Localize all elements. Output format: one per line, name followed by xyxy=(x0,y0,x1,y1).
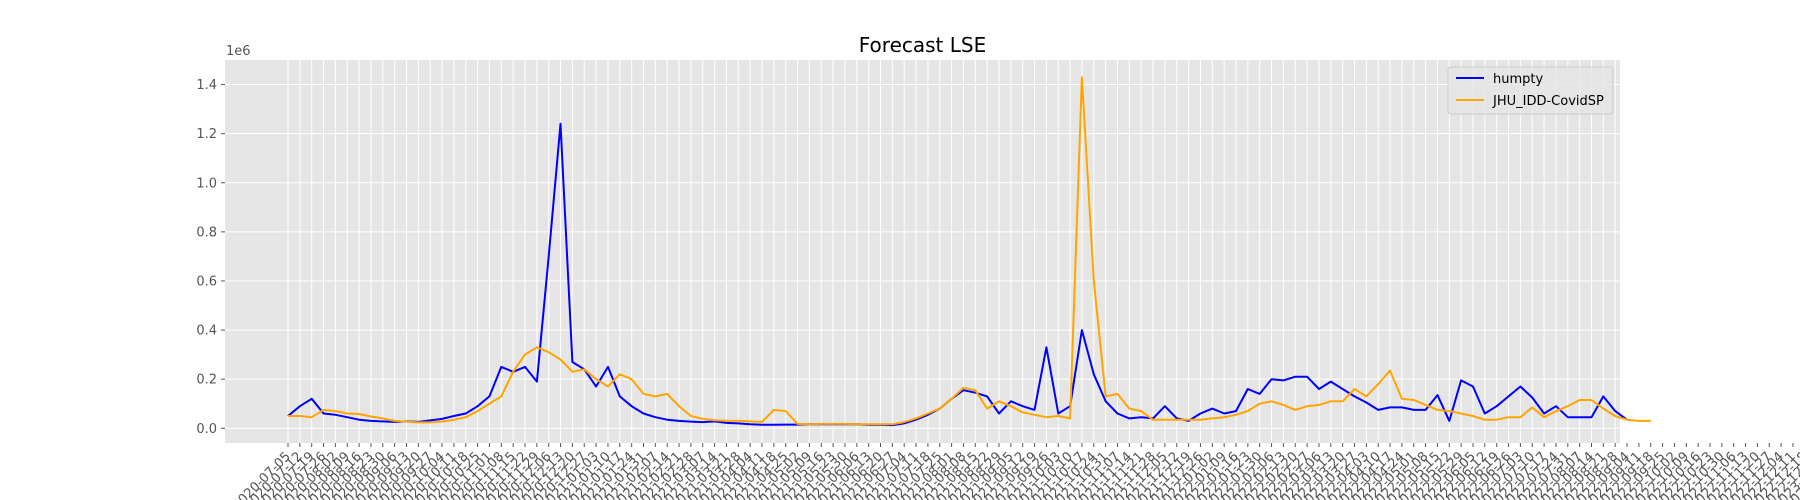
series-line-jhu-idd-covidsp xyxy=(288,76,1651,426)
legend-label-humpty: humpty xyxy=(1493,72,1543,87)
legend: humpty JHU_IDD-CovidSP xyxy=(1447,66,1614,115)
y-tick-label: 1.4 xyxy=(196,78,217,93)
legend-box xyxy=(1447,66,1614,115)
y-tick-label: 0.2 xyxy=(196,373,217,388)
y-axis-offset-label: 1e6 xyxy=(226,44,251,59)
y-tick-label: 0.4 xyxy=(196,324,217,339)
chart-title: Forecast LSE xyxy=(859,33,986,57)
series-lines xyxy=(287,76,1651,427)
y-axis: 0.0 0.2 0.4 0.6 0.8 1.0 1.2 1.4 xyxy=(196,78,225,437)
y-tick-label: 0.8 xyxy=(196,225,217,240)
legend-label-jhu-idd-covidsp: JHU_IDD-CovidSP xyxy=(1492,94,1604,109)
y-tick-label: 1.2 xyxy=(196,127,217,142)
plot-area xyxy=(225,60,1620,443)
x-axis: 2020-07-052020-07-122020-07-192020-07-26… xyxy=(230,443,1800,500)
y-tick-label: 0.0 xyxy=(196,422,217,437)
grid xyxy=(225,60,1794,443)
y-tick-label: 0.6 xyxy=(196,274,217,289)
y-tick-label: 1.0 xyxy=(196,176,217,191)
